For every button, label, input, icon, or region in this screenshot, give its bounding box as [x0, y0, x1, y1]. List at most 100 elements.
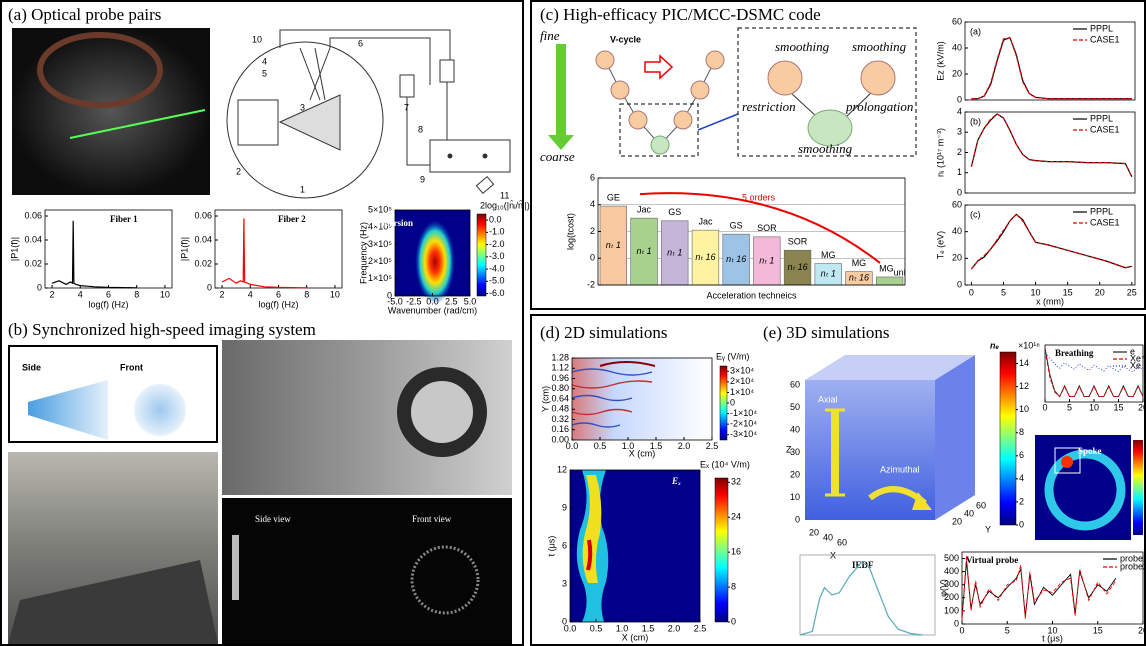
x-tick-label: 0 [1042, 403, 1047, 413]
colorbar-tick-label: 14 [1019, 358, 1029, 368]
schematic-part [439, 59, 455, 83]
heatmap-part [571, 422, 621, 428]
z-tick-label: 50 [790, 402, 800, 412]
colorbar-tick-label: 3×10⁴ [730, 366, 754, 376]
bar-name: MG [852, 258, 867, 268]
legend-label: Xe⁺ [1130, 353, 1146, 363]
y-tick-label: 0 [590, 253, 595, 263]
schematic-label: 3 [300, 102, 305, 112]
axis-label: Y [985, 524, 991, 534]
x-tick-label: 1.5 [642, 623, 655, 633]
y-tick-label: 2 [957, 147, 962, 157]
colorbar-tick-label: -3.0 [489, 251, 505, 261]
vcycle-node [595, 50, 725, 130]
schematic-part [399, 74, 415, 98]
y-tick-label: 0.96 [551, 373, 569, 383]
photo [8, 560, 218, 644]
panel-border [530, 314, 1146, 646]
plot-title: IEDF [852, 560, 874, 570]
z-tick-label: 0 [795, 514, 800, 524]
colorbar-label: 2log₁₀(|n̂ᵢ/n̂ᵢ|) [480, 200, 530, 210]
colorbar-tick-label: -1×10⁴ [730, 408, 757, 418]
panel-a-b: (a) Optical probe pairs (b) Synchronized… [0, 0, 524, 646]
panel-title: (e) 3D simulations [763, 323, 890, 342]
x-axis-label: log(f) (Hz) [259, 299, 299, 309]
y-tick-label: 4 [957, 106, 962, 116]
x-tick-label: 5.0 [464, 297, 477, 307]
schematic-part [278, 94, 341, 151]
arrow [644, 54, 674, 80]
colorbar-label: nₑ [990, 340, 999, 350]
series-line [799, 561, 923, 636]
y-tick-label: 0 [957, 94, 962, 104]
z-tick-label: 30 [790, 447, 800, 457]
y-axis-label: |P1(f)| [9, 237, 19, 261]
y-tick-label: 0 [954, 618, 959, 628]
y-tick-label: 1 [957, 167, 962, 177]
x-tick-label: 40 [823, 532, 833, 542]
heatmap [586, 539, 593, 571]
colorbar [719, 365, 728, 441]
series-line [221, 218, 307, 289]
y-axis-label: Y (cm) [540, 386, 550, 412]
panel-d-e: (d) 2D simulations (e) 3D simulations [530, 314, 1146, 646]
schematic-label: 7 [404, 102, 409, 112]
cone [28, 380, 108, 440]
colorbar-tick-label: 0 [730, 397, 735, 407]
x-tick-label: 8 [304, 289, 309, 299]
colorbar-tick-label: -2.0 [489, 239, 505, 249]
plot-title: Fiber 2 [278, 214, 306, 224]
bar-inner-label: nₜ 16 [849, 273, 869, 283]
colorbar-tick-label: 10 [1019, 404, 1029, 414]
panel-title: (d) 2D simulations [540, 323, 668, 342]
heatmap [571, 361, 656, 428]
colorbar-tick-label: 6 [1019, 450, 1024, 460]
y-tick-label: 500 [944, 553, 959, 563]
label: Axial [818, 394, 838, 404]
bar [722, 233, 750, 286]
connector [697, 113, 739, 131]
bar-name-sub: uni [894, 267, 906, 277]
colorbar-tick-label: -2×10⁴ [730, 419, 757, 429]
vcycle-node-part [628, 110, 648, 130]
x-axis-label: t (μs) [1042, 633, 1063, 643]
y-tick-label: 12 [557, 464, 567, 474]
y-tick-label: 1×10⁵ [368, 273, 392, 283]
view-diagram [8, 345, 218, 443]
legend-label: PPPL [1090, 206, 1113, 216]
y-tick-label: 6 [562, 540, 567, 550]
z-tick-label: 10 [790, 492, 800, 502]
heatmap-part [599, 361, 656, 367]
x-tick-label: 8 [134, 289, 139, 299]
colorbar-tick-label: -1.0 [489, 227, 505, 237]
legend-label: CASE1 [1090, 217, 1120, 227]
dash-box [737, 27, 917, 157]
x-axis-label: log(f) (Hz) [89, 299, 129, 309]
label: Side view [255, 514, 291, 524]
arrow [912, 492, 932, 510]
bar-name: SOR [757, 223, 777, 233]
x-tick-label: 2 [220, 289, 225, 299]
legend-label: probe1 [1120, 553, 1146, 563]
plot-frame [964, 21, 1136, 101]
x-tick-label: 10 [1047, 625, 1057, 635]
schematic-part [279, 29, 451, 60]
x-axis-label: Wavenumber (rad/cm) [388, 305, 477, 315]
x-tick-label: 10 [1031, 288, 1041, 298]
colorbar-tick-label: 16 [731, 547, 741, 557]
annotation: 5 orders [742, 192, 776, 202]
bar-inner-label: nₜ 16 [726, 254, 746, 264]
y-axis-label: nᵢ (10¹⁷ m⁻³) [935, 128, 945, 177]
x-tick-label: 4 [248, 289, 253, 299]
y-tick-label: 20 [952, 68, 962, 78]
y-tick-label: 0.06 [194, 210, 212, 220]
panel-c: (c) High-efficacy PIC/MCC-DSMC code fine… [530, 0, 1146, 310]
heatmap [415, 220, 455, 304]
y-tick-label: 100 [944, 605, 959, 615]
y-tick-label: 300 [944, 579, 959, 589]
x-tick-label: 2.5 [706, 441, 719, 451]
x-tick-label: 5 [1067, 403, 1072, 413]
label: smoothing [775, 39, 830, 54]
x-tick-label: 10 [330, 289, 340, 299]
y-tick-label: 3×10⁵ [368, 239, 392, 249]
